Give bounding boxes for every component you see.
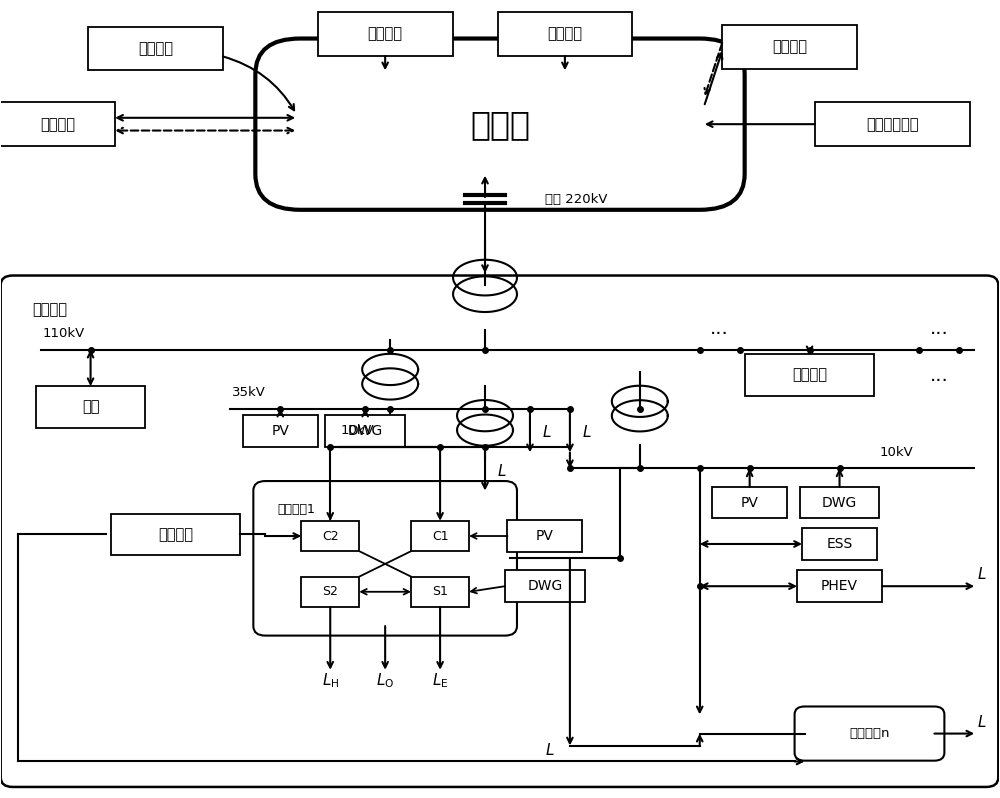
Text: $L$: $L$ xyxy=(977,713,987,729)
FancyBboxPatch shape xyxy=(1,275,998,787)
Bar xyxy=(507,520,582,552)
Bar xyxy=(318,12,453,56)
FancyBboxPatch shape xyxy=(255,38,745,210)
Bar xyxy=(815,102,970,146)
Text: ...: ... xyxy=(930,318,949,338)
Text: DWG: DWG xyxy=(822,496,857,510)
Bar xyxy=(722,25,857,69)
Text: ...: ... xyxy=(710,318,729,338)
Text: 传统负荷: 传统负荷 xyxy=(792,368,827,382)
Bar xyxy=(301,577,359,607)
Text: $L$: $L$ xyxy=(497,463,507,479)
Text: 天然气网: 天然气网 xyxy=(158,527,193,542)
Text: S1: S1 xyxy=(432,585,448,598)
Text: 微网: 微网 xyxy=(82,400,99,414)
Bar xyxy=(88,26,223,70)
Text: $L_{\mathrm{O}}$: $L_{\mathrm{O}}$ xyxy=(376,671,394,689)
Bar xyxy=(325,415,405,447)
Text: 10kV: 10kV xyxy=(340,425,374,437)
FancyBboxPatch shape xyxy=(795,706,944,760)
Text: PV: PV xyxy=(741,496,759,510)
Text: 主动配网: 主动配网 xyxy=(772,39,807,54)
Bar xyxy=(243,415,318,447)
Text: $L_{\mathrm{E}}$: $L_{\mathrm{E}}$ xyxy=(432,671,448,689)
Text: 能源枢纽1: 能源枢纽1 xyxy=(277,503,315,516)
Bar xyxy=(745,354,874,396)
Text: 大规模风电场: 大规模风电场 xyxy=(866,117,919,132)
Text: 输电网: 输电网 xyxy=(470,108,530,140)
Text: $L$: $L$ xyxy=(582,425,591,440)
Bar xyxy=(0,102,115,146)
Bar xyxy=(411,521,469,551)
Bar xyxy=(505,571,585,602)
Bar xyxy=(802,528,877,560)
Text: 母线 220kV: 母线 220kV xyxy=(545,193,607,206)
Text: C2: C2 xyxy=(322,530,339,543)
Text: DWG: DWG xyxy=(527,579,563,593)
Bar xyxy=(712,487,787,519)
Text: $L$: $L$ xyxy=(545,741,555,757)
Text: 能源枢纽n: 能源枢纽n xyxy=(849,727,890,740)
Bar xyxy=(411,577,469,607)
Text: 主动配网: 主动配网 xyxy=(33,302,68,318)
Bar xyxy=(800,487,879,519)
Bar xyxy=(36,386,145,428)
Text: 火电机组: 火电机组 xyxy=(138,41,173,56)
Bar xyxy=(498,12,632,56)
Text: $L$: $L$ xyxy=(977,567,987,583)
Text: S2: S2 xyxy=(322,585,338,598)
Text: PV: PV xyxy=(271,424,289,438)
Text: PV: PV xyxy=(536,529,554,543)
Text: $L$: $L$ xyxy=(542,425,552,440)
Text: ...: ... xyxy=(930,365,949,385)
Text: PHEV: PHEV xyxy=(821,579,858,593)
FancyBboxPatch shape xyxy=(253,481,517,635)
Text: 35kV: 35kV xyxy=(232,386,266,399)
Bar xyxy=(797,571,882,602)
Text: 10kV: 10kV xyxy=(879,446,913,459)
Text: C1: C1 xyxy=(432,530,448,543)
Bar xyxy=(111,514,240,555)
Text: DWG: DWG xyxy=(348,424,383,438)
Text: 主动配网: 主动配网 xyxy=(40,117,75,132)
Text: ESS: ESS xyxy=(826,537,853,551)
Text: 传统配网: 传统配网 xyxy=(368,26,403,41)
Text: 110kV: 110kV xyxy=(43,327,85,340)
Bar xyxy=(301,521,359,551)
Text: $L_{\mathrm{H}}$: $L_{\mathrm{H}}$ xyxy=(322,671,339,689)
Text: 火电机组: 火电机组 xyxy=(547,26,582,41)
